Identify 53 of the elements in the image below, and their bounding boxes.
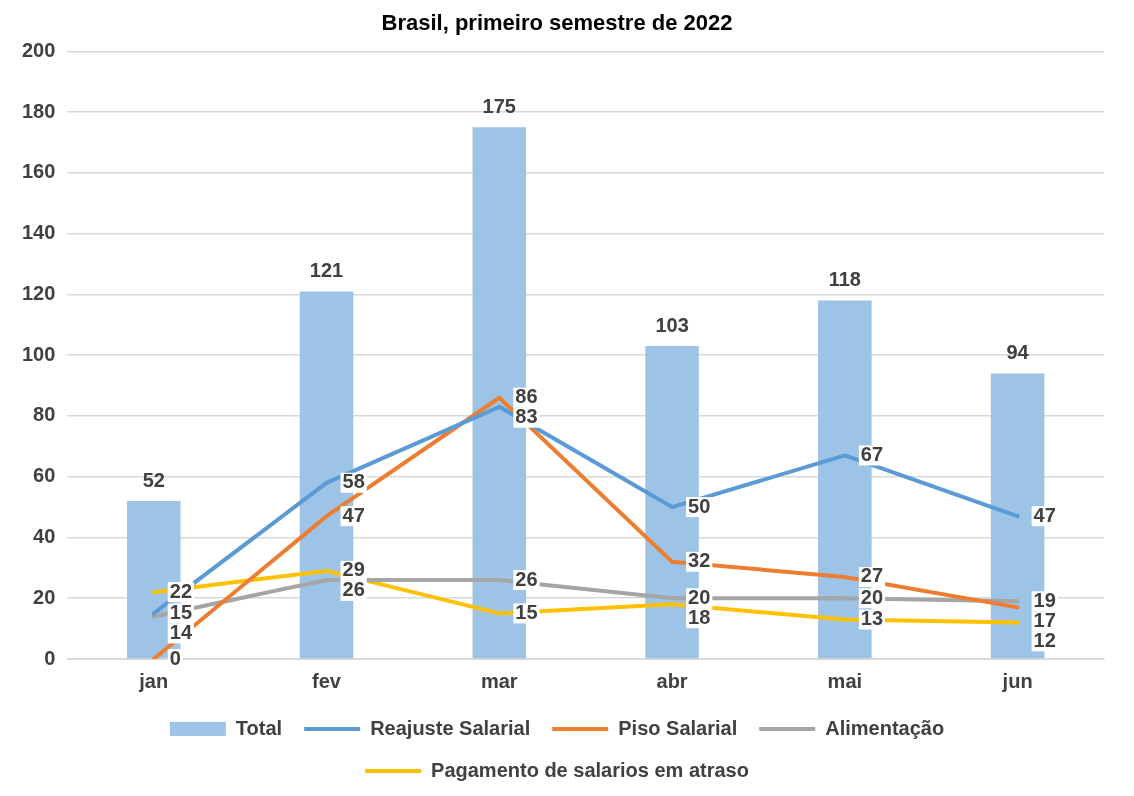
data-label: 121 (309, 258, 344, 281)
data-label: 12 (1033, 628, 1056, 651)
legend-label: Reajuste Salarial (370, 716, 531, 739)
y-tick-label: 100 (21, 342, 56, 365)
data-label: 67 (860, 442, 884, 465)
data-label: 13 (860, 607, 884, 630)
x-tick-label: jun (1001, 669, 1033, 692)
x-tick-label: jan (138, 669, 169, 692)
y-tick-label: 140 (21, 221, 56, 244)
x-tick-label: fev (312, 669, 342, 692)
data-label: 83 (515, 405, 538, 428)
data-label: 52 (142, 468, 165, 491)
y-tick-label: 160 (21, 160, 56, 183)
y-tick-label: 180 (21, 99, 56, 122)
data-label: 14 (169, 620, 193, 643)
data-label: 86 (515, 385, 538, 408)
data-label: 26 (342, 578, 365, 601)
data-label: 47 (1033, 503, 1056, 526)
x-tick-label: mar (480, 669, 518, 692)
data-label: 15 (515, 600, 538, 623)
legend-label: Piso Salarial (618, 716, 738, 739)
x-tick-label: mai (827, 669, 863, 692)
data-label: 47 (342, 503, 365, 526)
data-label: 15 (169, 600, 193, 623)
data-label: 20 (860, 585, 884, 608)
data-label: 175 (482, 94, 516, 117)
data-label: 103 (655, 313, 689, 336)
y-tick-label: 0 (44, 646, 56, 669)
y-tick-label: 200 (21, 38, 56, 61)
y-tick-label: 40 (33, 525, 56, 547)
data-label: 94 (1006, 340, 1030, 363)
data-label: 27 (860, 564, 884, 587)
y-tick-label: 120 (21, 281, 56, 304)
data-label: 50 (688, 494, 711, 517)
legend-label: Pagamento de salarios em atraso (431, 758, 749, 781)
y-tick-label: 60 (33, 464, 56, 487)
y-tick-label: 20 (33, 585, 56, 608)
legend-label: Total (235, 716, 283, 739)
legend-label: Alimentação (825, 716, 945, 739)
data-label: 17 (1033, 608, 1056, 631)
data-label: 58 (342, 470, 365, 493)
data-label: 20 (688, 585, 711, 608)
data-label: 26 (515, 567, 538, 590)
chart-title: Brasil, primeiro semestre de 2022 (381, 10, 733, 36)
x-tick-label: abr (656, 669, 688, 692)
data-label: 29 (342, 558, 365, 581)
y-tick-label: 80 (33, 403, 56, 426)
data-label: 19 (1033, 588, 1056, 611)
data-label: 22 (169, 579, 193, 602)
data-label: 0 (169, 646, 181, 669)
data-label: 18 (688, 605, 711, 628)
data-label: 32 (688, 549, 711, 572)
data-label: 118 (828, 268, 861, 291)
